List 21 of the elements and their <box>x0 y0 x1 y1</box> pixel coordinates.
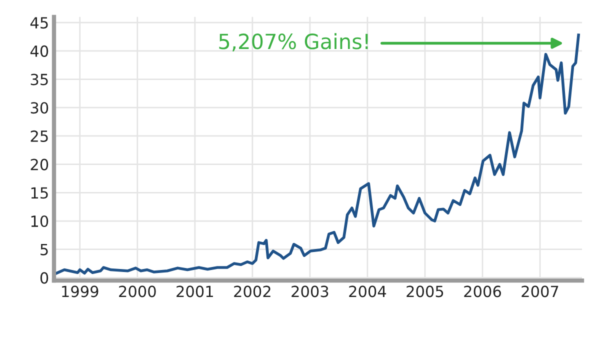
y-tick-label: 15 <box>31 187 48 199</box>
y-tick-label: 30 <box>30 102 48 114</box>
x-tick-label: 2006 <box>464 286 501 298</box>
y-tick-label: 0 <box>40 272 48 284</box>
x-tick-label: 1999 <box>62 286 98 298</box>
x-tick-label: 2001 <box>176 286 213 298</box>
line-series <box>54 34 580 276</box>
y-tick-label: 20 <box>30 158 48 170</box>
x-tick-label: 2005 <box>406 286 444 298</box>
annotation: 5,207% Gains! <box>219 33 368 52</box>
y-tick-label: 40 <box>30 45 48 57</box>
x-tick-label: 2007 <box>522 286 558 298</box>
y-tick-label: 45 <box>30 17 48 29</box>
x-tick-label: 2003 <box>292 286 328 298</box>
y-tick-label: 25 <box>30 130 48 142</box>
y-tick-label: 35 <box>30 74 48 86</box>
x-tick-label: 2004 <box>349 286 386 298</box>
x-tick-label: 2002 <box>234 286 270 298</box>
y-tick-label: 5 <box>40 244 48 256</box>
y-tick-label: 10 <box>31 215 48 228</box>
x-tick-label: 2000 <box>119 286 156 298</box>
